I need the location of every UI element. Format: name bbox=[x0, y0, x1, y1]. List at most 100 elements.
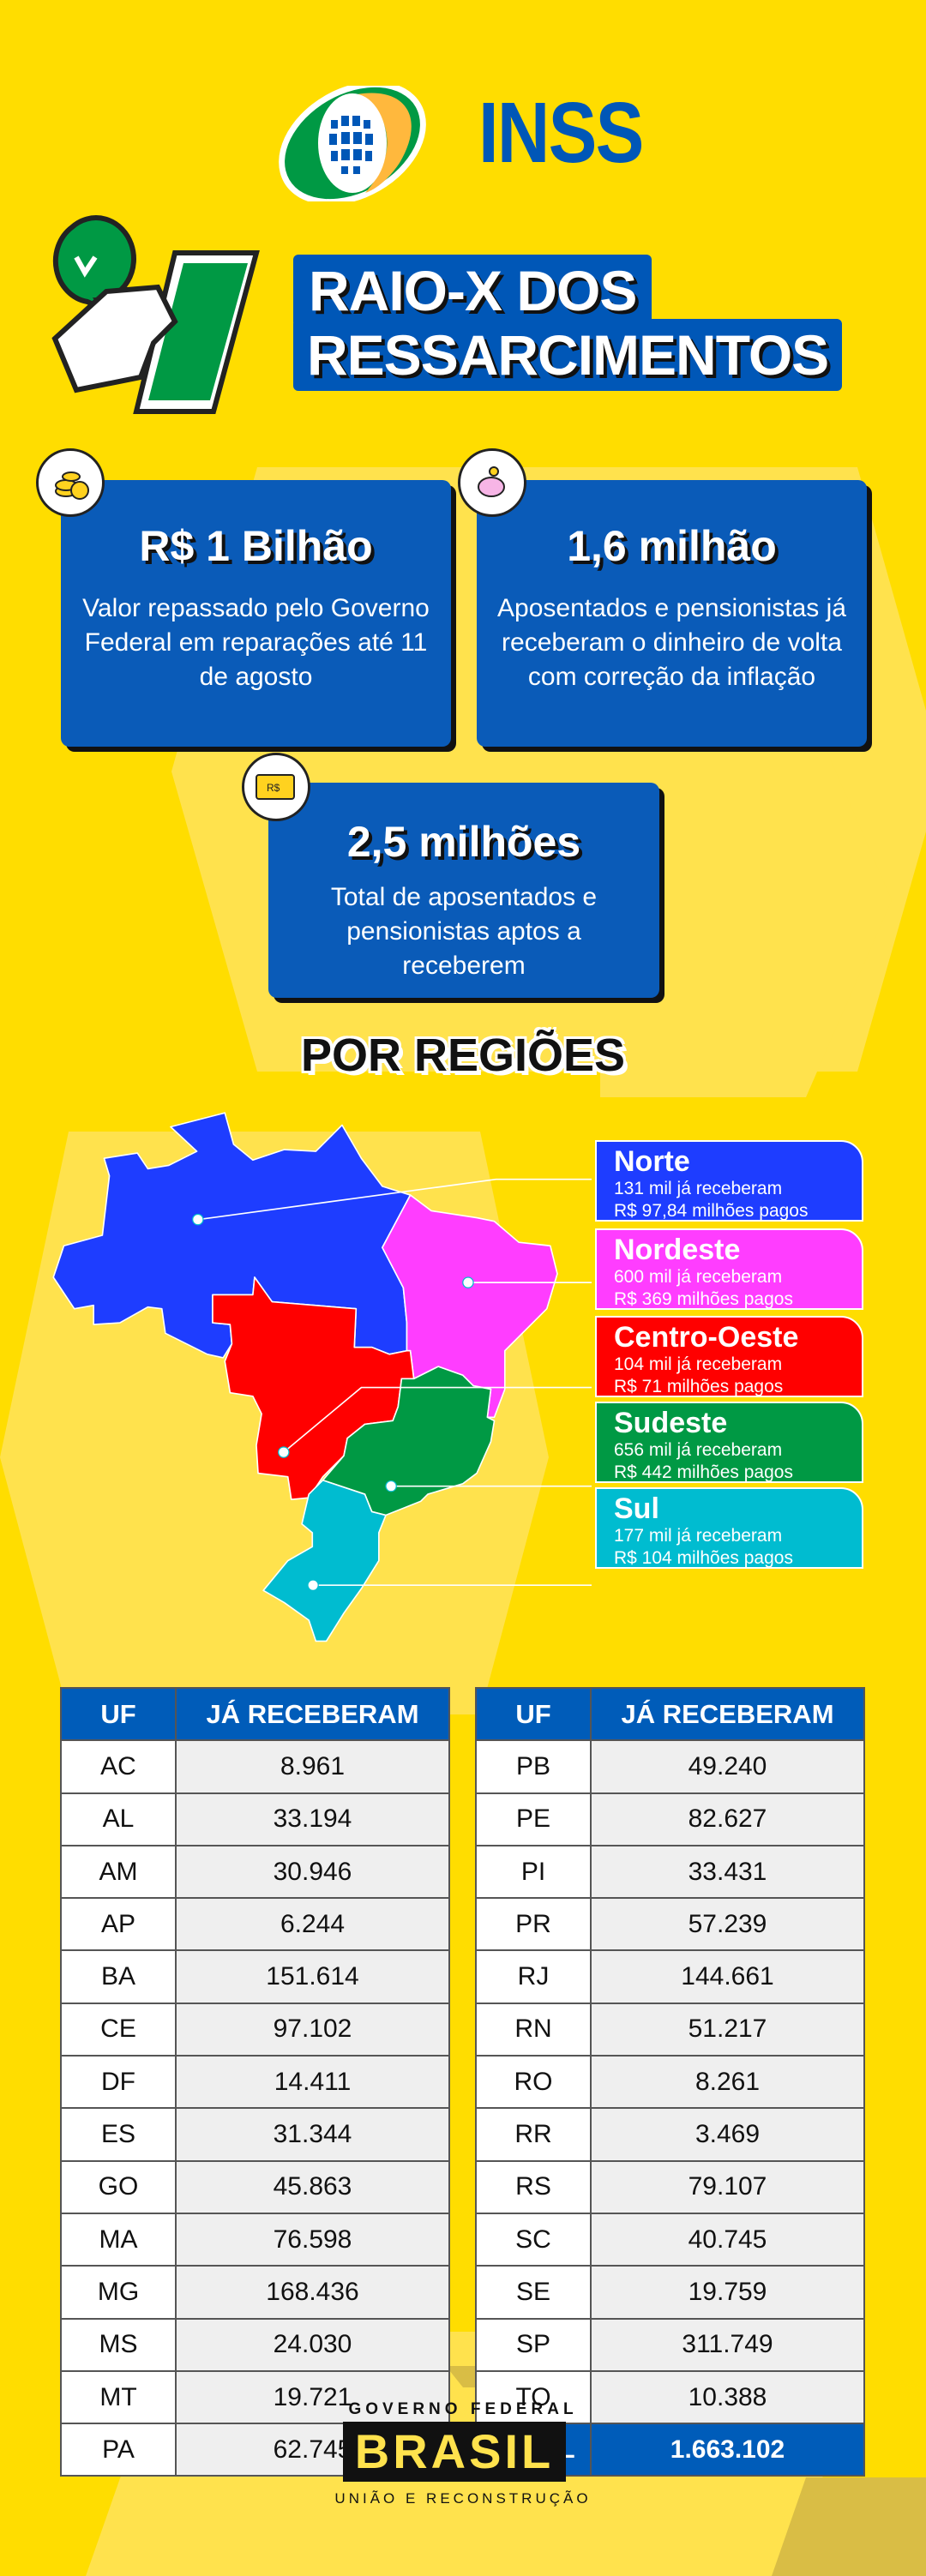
table-row: PR 57.239 bbox=[475, 1897, 865, 1952]
stat-value: R$ 1 Bilhão bbox=[139, 522, 373, 570]
region-received: 104 mil já receberam bbox=[614, 1354, 783, 1374]
state-code: AM bbox=[60, 1844, 177, 1900]
gov-logo-line1: GOVERNO FEDERAL bbox=[348, 2400, 578, 2418]
received-count: 144.661 bbox=[590, 1949, 865, 2004]
column-header-received: JÁ RECEBERAM bbox=[590, 1686, 865, 1742]
total-value: 1.663.102 bbox=[590, 2423, 865, 2477]
stat-description: Aposentados e pensionistas já receberam … bbox=[497, 594, 846, 691]
state-code: SC bbox=[475, 2212, 592, 2267]
received-count: 24.030 bbox=[175, 2317, 450, 2372]
region-paid: R$ 71 milhões pagos bbox=[614, 1377, 784, 1396]
map-marker-sul bbox=[307, 1579, 319, 1591]
table-row: PB 49.240 bbox=[475, 1739, 865, 1794]
region-box-sudeste: Sudeste 656 mil já receberam R$ 442 milh… bbox=[595, 1402, 863, 1483]
received-count: 33.194 bbox=[175, 1792, 450, 1846]
table-row: PI 33.431 bbox=[475, 1844, 865, 1900]
region-paid: R$ 369 milhões pagos bbox=[614, 1289, 793, 1309]
map-region-sul bbox=[262, 1479, 387, 1642]
state-code: ES bbox=[60, 2107, 177, 2162]
received-count: 45.863 bbox=[175, 2159, 450, 2214]
state-code: SE bbox=[475, 2265, 592, 2320]
coins-icon bbox=[36, 448, 105, 517]
state-code: AL bbox=[60, 1792, 177, 1846]
gov-logo-line2: UNIÃO E RECONSTRUÇÃO bbox=[334, 2490, 592, 2507]
states-table-left: UF JÁ RECEBERAM AC 8.961 AL 33.194 AM 30.946 A… bbox=[60, 1686, 450, 2477]
piggy-bank-icon bbox=[458, 448, 526, 517]
region-paid: R$ 97,84 milhões pagos bbox=[614, 1201, 809, 1221]
table-row: AC 8.961 bbox=[60, 1739, 450, 1794]
stat-card-beneficiaries-paid: 1,6 milhão Aposentados e pensionistas já… bbox=[477, 480, 867, 747]
table-row: RR 3.469 bbox=[475, 2107, 865, 2162]
received-count: 82.627 bbox=[590, 1792, 865, 1846]
title-line-1: RAIO-X DOS bbox=[293, 255, 652, 327]
inss-logo bbox=[271, 81, 434, 206]
table-row: AM 30.946 bbox=[60, 1844, 450, 1900]
table-row: RN 51.217 bbox=[475, 2002, 865, 2057]
stat-card-total-value: R$ 1 Bilhão Valor repassado pelo Governo… bbox=[61, 480, 451, 747]
region-received: 177 mil já receberam bbox=[614, 1526, 783, 1546]
table-row: RS 79.107 bbox=[475, 2159, 865, 2214]
state-code: CE bbox=[60, 2002, 177, 2057]
table-row: BA 151.614 bbox=[60, 1949, 450, 2004]
inss-logo-text: INSS bbox=[478, 85, 644, 181]
table-row: RJ 144.661 bbox=[475, 1949, 865, 2004]
brasil-logo: BRASIL bbox=[343, 2422, 566, 2482]
table-total-row: TOTAL 1.663.102 bbox=[475, 2423, 865, 2477]
region-received: 656 mil já receberam bbox=[614, 1440, 783, 1460]
ticket-icon: R$ bbox=[242, 753, 310, 821]
region-name: Centro-Oeste bbox=[614, 1321, 799, 1354]
received-count: 19.759 bbox=[590, 2265, 865, 2320]
table-row: SE 19.759 bbox=[475, 2265, 865, 2320]
received-count: 6.244 bbox=[175, 1897, 450, 1952]
table-row: ES 31.344 bbox=[60, 2107, 450, 2162]
state-code: MA bbox=[60, 2212, 177, 2267]
stat-card-eligible: 2,5 milhões Total de aposentados e pensi… bbox=[268, 783, 659, 998]
state-code: RN bbox=[475, 2002, 592, 2057]
state-code: RR bbox=[475, 2107, 592, 2162]
received-count: 40.745 bbox=[590, 2212, 865, 2267]
region-box-centro-oeste: Centro-Oeste 104 mil já receberam R$ 71 … bbox=[595, 1316, 863, 1397]
received-count: 30.946 bbox=[175, 1844, 450, 1900]
region-paid: R$ 104 milhões pagos bbox=[614, 1548, 793, 1568]
table-row: CE 97.102 bbox=[60, 2002, 450, 2057]
states-table-right: UF JÁ RECEBERAM PB 49.240 PE 82.627 PI 33.431… bbox=[475, 1686, 865, 2477]
inss-emblem-icon bbox=[279, 81, 426, 206]
received-count: 97.102 bbox=[175, 2002, 450, 2057]
column-header-received: JÁ RECEBERAM bbox=[175, 1686, 450, 1742]
state-code: MG bbox=[60, 2265, 177, 2320]
state-code: PI bbox=[475, 1844, 592, 1900]
table-row: PE 82.627 bbox=[475, 1792, 865, 1846]
state-code: BA bbox=[60, 1949, 177, 2004]
column-header-uf: UF bbox=[475, 1686, 592, 1742]
received-count: 51.217 bbox=[590, 2002, 865, 2057]
stat-description: Valor repassado pelo Governo Federal em … bbox=[82, 594, 430, 691]
table-row: GO 45.863 bbox=[60, 2159, 450, 2214]
received-count: 10.388 bbox=[590, 2369, 865, 2425]
received-count: 8.261 bbox=[590, 2055, 865, 2110]
received-count: 33.431 bbox=[590, 1844, 865, 1900]
received-count: 79.107 bbox=[590, 2159, 865, 2214]
table-row: MG 168.436 bbox=[60, 2265, 450, 2320]
received-count: 3.469 bbox=[590, 2107, 865, 2162]
state-code: PA bbox=[60, 2423, 177, 2477]
region-box-nordeste: Nordeste 600 mil já receberam R$ 369 mil… bbox=[595, 1228, 863, 1310]
region-received: 600 mil já receberam bbox=[614, 1267, 783, 1287]
state-code: RS bbox=[475, 2159, 592, 2214]
map-marker-norte bbox=[192, 1213, 204, 1226]
map-marker-sudeste bbox=[385, 1480, 397, 1492]
received-count: 57.239 bbox=[590, 1897, 865, 1952]
state-code: SP bbox=[475, 2317, 592, 2372]
state-code: MT bbox=[60, 2369, 177, 2425]
state-code: PB bbox=[475, 1739, 592, 1794]
table-row: MA 76.598 bbox=[60, 2212, 450, 2267]
state-code: PR bbox=[475, 1897, 592, 1952]
table-row: MT 19.721 bbox=[60, 2369, 450, 2425]
region-received: 131 mil já receberam bbox=[614, 1179, 783, 1198]
region-paid: R$ 442 milhões pagos bbox=[614, 1462, 793, 1482]
stat-description: Total de aposentados e pensionistas apto… bbox=[330, 883, 598, 980]
table-row: SC 40.745 bbox=[475, 2212, 865, 2267]
state-code: RO bbox=[475, 2055, 592, 2110]
ticket-icon-text: R$ bbox=[267, 782, 280, 794]
state-code: MS bbox=[60, 2317, 177, 2372]
received-count: 76.598 bbox=[175, 2212, 450, 2267]
